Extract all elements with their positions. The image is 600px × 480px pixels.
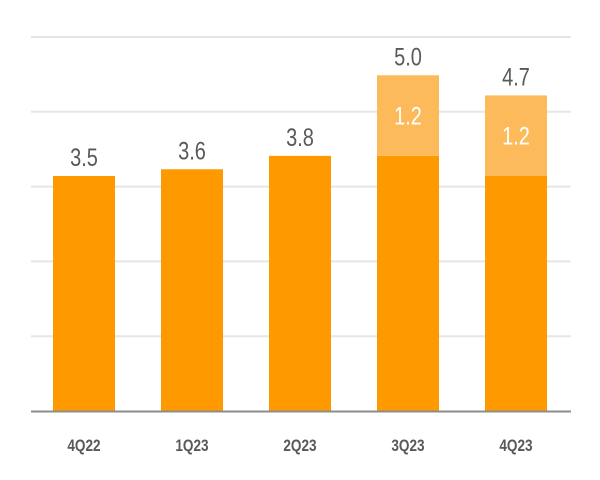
x-tick-label: 4Q22 [67, 437, 100, 456]
x-tick-label: 2Q23 [283, 437, 316, 456]
x-tick-label: 4Q23 [499, 437, 532, 456]
segment-label: 1.2 [502, 123, 530, 151]
total-label: 3.8 [286, 124, 314, 152]
bar-segment-addition [377, 75, 439, 156]
total-label: 5.0 [394, 43, 422, 71]
bar-segment-base [269, 155, 331, 411]
segment-label: 1.2 [394, 102, 422, 130]
bar-segment-base [161, 169, 223, 411]
bar-segment-addition [485, 95, 547, 176]
total-label: 3.6 [178, 137, 206, 165]
x-tick-label: 3Q23 [391, 437, 424, 456]
x-tick-label: 1Q23 [175, 437, 208, 456]
bar-segment-base [53, 175, 115, 411]
total-label: 3.5 [70, 144, 98, 172]
bar-segment-base [485, 175, 547, 411]
total-label: 4.7 [502, 63, 530, 91]
bar-segment-base [377, 155, 439, 411]
